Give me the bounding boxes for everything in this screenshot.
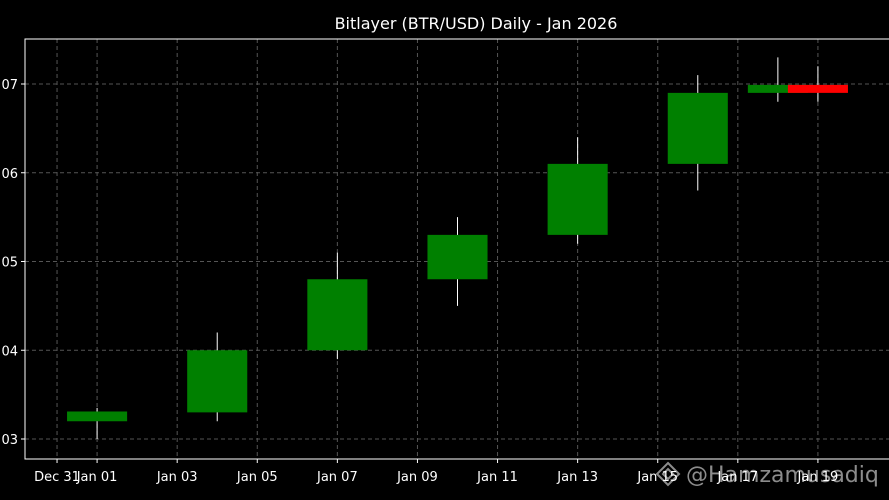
y-tick-label: 07: [1, 78, 18, 93]
candle-body-up: [187, 350, 248, 413]
candle-body-up: [547, 163, 608, 235]
candle-body-up: [667, 92, 728, 164]
candles: [67, 57, 848, 439]
candle: [547, 137, 608, 244]
x-tick-label: Jan 07: [316, 470, 358, 485]
y-tick-label: 03: [1, 433, 18, 448]
x-tick-label: Jan 05: [236, 470, 278, 485]
x-tick-label: Jan 13: [556, 470, 598, 485]
watermark-text: @Hamzamusadiq: [686, 463, 879, 488]
y-axis-ticks: 03 04 05 06 07: [1, 78, 25, 448]
candle: [67, 407, 128, 439]
y-tick-label: 04: [1, 344, 18, 359]
candle: [667, 75, 728, 191]
candle-body-down: [787, 84, 848, 93]
x-tick-label: Jan 17: [716, 470, 758, 485]
candle: [787, 66, 848, 102]
x-tick-label: Jan 09: [396, 470, 438, 485]
candle: [307, 252, 368, 360]
x-tick-label: Jan 19: [797, 470, 839, 485]
candle-body-up: [67, 411, 128, 422]
plot-frame: [24, 38, 889, 460]
binance-diamond-icon: [655, 461, 681, 487]
x-tick-label: Jan 01: [76, 470, 118, 485]
candle: [747, 57, 808, 102]
candle: [187, 332, 248, 422]
candle-body-up: [307, 279, 368, 351]
y-tick-label: 05: [1, 256, 18, 271]
x-tick-label: Jan 11: [476, 470, 518, 485]
candle: [427, 217, 488, 306]
y-tick-label: 06: [1, 167, 18, 182]
chart-title: Bitlayer (BTR/USD) Daily - Jan 2026: [335, 14, 618, 33]
watermark: @Hamzamusadiq: [655, 461, 879, 488]
x-tick-label: Dec 31: [34, 470, 80, 485]
candle-body-up: [427, 234, 488, 280]
x-tick-label: Jan 03: [156, 470, 198, 485]
candle-body-up: [747, 84, 808, 93]
x-tick-label: Jan 15: [636, 470, 678, 485]
grid-lines: [25, 39, 889, 459]
